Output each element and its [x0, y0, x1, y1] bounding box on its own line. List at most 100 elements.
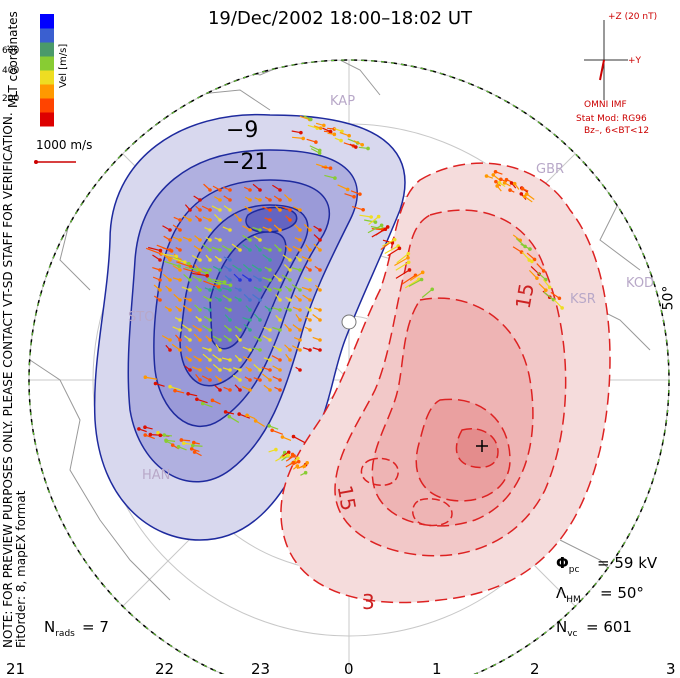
vector-origin — [298, 328, 302, 332]
vector-origin — [158, 278, 162, 282]
vector-origin — [177, 264, 181, 268]
vector-origin — [308, 278, 312, 282]
vector-origin — [308, 308, 312, 312]
vector-origin — [208, 188, 212, 192]
vector-origin — [519, 192, 523, 196]
vector-origin — [248, 328, 252, 332]
vector-origin — [268, 198, 272, 202]
vector-origin — [208, 208, 212, 212]
vector-origin — [499, 178, 503, 182]
vector-origin — [318, 288, 322, 292]
vector-origin — [308, 268, 312, 272]
vector-origin — [137, 427, 141, 431]
vector-origin — [228, 278, 232, 282]
vector-origin — [318, 348, 322, 352]
vector-origin — [268, 378, 272, 382]
vector-origin — [182, 441, 186, 445]
vector-origin — [346, 188, 350, 192]
colorbar-label: Vel [m/s] — [58, 44, 69, 88]
reference-vector-label: 1000 m/s — [36, 138, 92, 152]
vector-origin — [208, 218, 212, 222]
vector-origin — [298, 298, 302, 302]
vector-origin — [178, 278, 182, 282]
vector-origin — [268, 218, 272, 222]
vector-origin — [188, 368, 192, 372]
vector-origin — [248, 208, 252, 212]
vector-origin — [208, 268, 212, 272]
vector-origin — [238, 278, 242, 282]
vector-origin — [319, 126, 323, 130]
vector-origin — [268, 288, 272, 292]
vector-origin — [228, 258, 232, 262]
vector-origin — [238, 268, 242, 272]
vector-origin — [495, 184, 499, 188]
vector-origin — [218, 368, 222, 372]
vector-origin — [298, 248, 302, 252]
vector-origin — [278, 228, 282, 232]
vector-origin — [298, 338, 302, 342]
imf-clock — [584, 20, 628, 100]
vector-origin — [191, 444, 195, 448]
vector-origin — [498, 181, 502, 185]
vector-origin — [188, 348, 192, 352]
vector-origin — [248, 248, 252, 252]
vector-origin — [322, 124, 326, 128]
vector-origin — [228, 415, 232, 419]
vector-origin — [354, 145, 358, 149]
vector-origin — [513, 182, 517, 186]
vector-origin — [198, 368, 202, 372]
vector-origin — [228, 338, 232, 342]
vector-origin — [407, 252, 411, 256]
vector-origin — [318, 318, 322, 322]
vector-origin — [248, 298, 252, 302]
vector-origin — [329, 130, 333, 134]
vector-origin — [188, 308, 192, 312]
vector-origin — [238, 328, 242, 332]
vector-origin — [308, 288, 312, 292]
colorbar-segment — [40, 112, 54, 127]
imf-stat-mod: Stat Mod: RG96 — [576, 114, 647, 124]
vector-origin — [298, 228, 302, 232]
vector-origin — [278, 278, 282, 282]
vector-origin — [491, 173, 495, 177]
vector-origin — [218, 338, 222, 342]
vector-origin — [218, 218, 222, 222]
vector-origin — [178, 238, 182, 242]
vector-origin — [237, 412, 241, 416]
vector-origin — [288, 328, 292, 332]
vector-origin — [298, 348, 302, 352]
contour-label-neg9: −9 — [226, 118, 258, 143]
vector-origin — [278, 208, 282, 212]
vector-origin — [198, 338, 202, 342]
vector-origin — [158, 268, 162, 272]
vector-origin — [218, 288, 222, 292]
vector-origin — [173, 389, 177, 393]
vector-origin — [228, 368, 232, 372]
vector-origin — [228, 308, 232, 312]
vector-origin — [208, 288, 212, 292]
vector-origin — [248, 278, 252, 282]
vector-origin — [352, 195, 356, 199]
vector-origin — [208, 318, 212, 322]
vector-origin — [228, 358, 232, 362]
lambda-hm-value: = 50° — [600, 584, 644, 602]
vector-origin — [329, 166, 333, 170]
vector-origin — [211, 399, 215, 403]
vector-origin — [278, 198, 282, 202]
vector-origin — [298, 268, 302, 272]
vector-origin — [198, 258, 202, 262]
vector-origin — [178, 268, 182, 272]
vector-origin — [198, 218, 202, 222]
vector-origin — [288, 348, 292, 352]
vector-origin — [228, 388, 232, 392]
vector-origin — [544, 288, 548, 292]
vector-origin — [188, 288, 192, 292]
vector-origin — [188, 238, 192, 242]
vector-origin — [178, 228, 182, 232]
vector-origin — [380, 224, 384, 228]
vector-origin — [248, 368, 252, 372]
colorbar-segment — [40, 42, 54, 57]
vector-origin — [318, 151, 322, 155]
vector-origin — [198, 208, 202, 212]
vector-origin — [485, 174, 489, 178]
